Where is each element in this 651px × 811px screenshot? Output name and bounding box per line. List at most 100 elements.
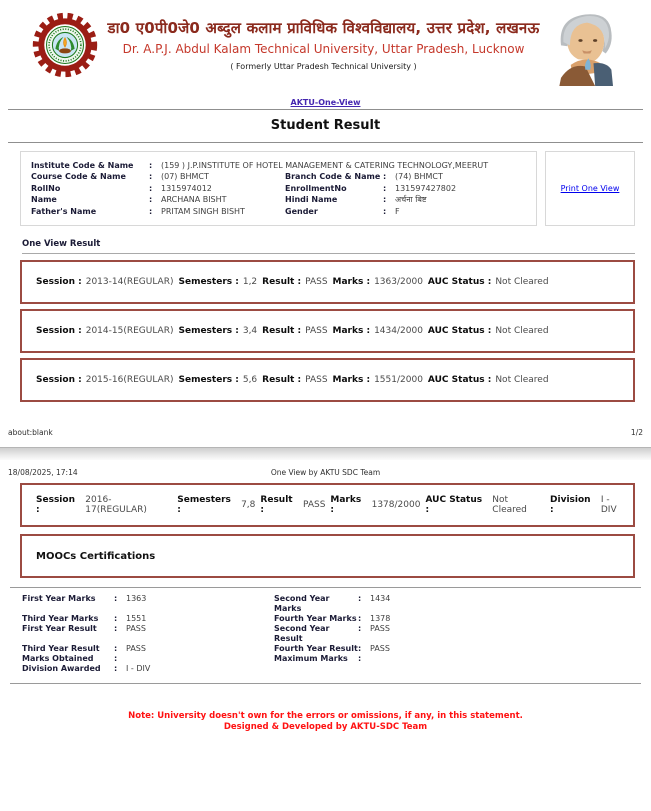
page-number: 1/2 [630,428,643,438]
info-value: 131597427802 [395,183,457,193]
info-value: (74) BHMCT [395,172,443,182]
summary-value: PASS [370,644,390,654]
divider-line [8,109,643,110]
auc-status-value: Not Cleared [495,375,549,386]
colon: : [149,206,153,216]
summary-label: First Year Result [22,624,97,634]
colon: : [358,644,362,654]
info-label: Branch Code & Name [285,172,381,182]
division-value: I - DIV [600,495,617,516]
summary-value: I - DIV [126,664,151,674]
kalam-portrait-image [545,8,629,86]
disclaimer-line2: Designed & Developed by AKTU-SDC Team [223,722,428,733]
summary-label: Division Awarded [22,664,101,674]
session-label: Session : [36,277,82,288]
one-view-result-heading: One View Result [22,239,101,250]
student-info-box: Institute Code & Name : (159 ) J.P.INSTI… [20,151,537,227]
marks-label: Marks : [332,326,371,337]
summary-value: PASS [126,624,146,634]
colon: : [358,624,362,634]
division-label: Division : [550,495,591,516]
session-label: Session : [36,326,82,337]
summary-label: Third Year Result [22,644,100,654]
summary-empty-cell [370,664,651,674]
colon: : [149,172,153,182]
marks-value: 1378/2000 [371,500,421,511]
info-label: RollNo [31,183,61,193]
moocs-certifications-heading: MOOCs Certifications [36,550,156,562]
disclaimer-line1: Note: University doesn't own for the err… [128,711,523,722]
print-one-view-link[interactable]: Print One View [560,184,620,194]
university-title-english: Dr. A.P.J. Abdul Kalam Technical Univers… [122,42,525,56]
student-info-section: Institute Code & Name : (159 ) J.P.INSTI… [20,151,635,227]
summary-value: 1434 [370,594,391,604]
print-one-view-box: Print One View [545,151,635,227]
page-title: Student Result [270,118,381,133]
aktu-one-view-link[interactable]: AKTU-One-View [290,98,361,107]
university-subtitle: ( Formerly Uttar Pradesh Technical Unive… [230,62,417,71]
marks-label: Marks : [332,277,371,288]
summary-label: Second Year Result [274,624,330,644]
session-result-row: Session : 2015-16(REGULAR) Semesters : 5… [20,358,635,403]
summary-label: Third Year Marks [22,614,99,624]
colon: : [114,654,118,664]
colon: : [383,183,387,193]
info-label: Institute Code & Name [31,161,134,170]
summary-label: Marks Obtained [22,654,94,664]
university-header: डा0 ए0पी0जे0 अब्दुल कलाम प्राविधिक विश्व… [0,0,651,86]
session-label: Session : [36,495,75,516]
auc-status-label: AUC Status : [427,277,492,288]
page1-footer: about:blank 1/2 [8,428,643,437]
auc-status-value: Not Cleared [492,495,527,516]
summary-value [126,654,274,664]
colon: : [149,183,153,193]
summary-label: First Year Marks [22,594,96,604]
result-value: PASS [302,500,326,511]
result-label: Result : [260,495,293,516]
result-label: Result : [262,326,302,337]
session-result-row: Session : 2014-15(REGULAR) Semesters : 3… [20,309,635,354]
header-spacer [463,468,643,477]
session-value: 2015-16(REGULAR) [85,375,174,386]
info-value: अर्चना बिष्ट [395,195,427,205]
university-titles: डा0 ए0पी0जे0 अब्दुल कलाम प्राविधिक विश्व… [102,8,545,71]
info-value: F [395,206,400,216]
session-value: 2016-17(REGULAR) [85,495,147,516]
info-value: PRITAM SINGH BISHT [161,206,245,216]
summary-label: Second Year Marks [274,594,330,614]
print-doc-title: One View by AKTU SDC Team [270,468,381,478]
info-label: Course Code & Name [31,172,126,182]
moocs-certifications-box: MOOCs Certifications [20,534,635,579]
colon: : [114,614,118,624]
summary-value: PASS [126,644,146,654]
summary-empty-cell [274,664,358,674]
result-label: Result : [262,277,302,288]
result-value: PASS [305,277,328,288]
colon: : [114,624,118,634]
colon: : [358,614,362,624]
session-result-row: Session : 2016-17(REGULAR) Semesters : 7… [20,483,635,528]
info-label: EnrollmentNo [285,183,347,193]
auc-status-label: AUC Status : [427,375,492,386]
summary-value: 1551 [126,614,147,624]
result-value: PASS [305,375,328,386]
print-datetime: 18/08/2025, 17:14 [8,468,78,478]
info-label: Gender [285,206,318,216]
page2-header: 18/08/2025, 17:14 One View by AKTU SDC T… [8,468,643,477]
info-value: (07) BHMCT [161,172,209,182]
semesters-label: Semesters : [178,326,239,337]
colon: : [358,654,362,664]
marks-label: Marks : [332,375,371,386]
divider-line [22,253,635,255]
semesters-label: Semesters : [178,277,239,288]
session-value: 2014-15(REGULAR) [85,326,174,337]
colon: : [383,206,387,216]
year-summary-section: First Year Marks : 1363 Second Year Mark… [22,594,651,674]
summary-label: Fourth Year Result [274,644,358,654]
session-label: Session : [36,375,82,386]
info-value: ARCHANA BISHT [161,195,227,205]
summary-value [370,654,651,664]
summary-value: 1378 [370,614,391,624]
colon: : [114,644,118,654]
aktu-one-view-link-row: AKTU-One-View [0,90,651,107]
